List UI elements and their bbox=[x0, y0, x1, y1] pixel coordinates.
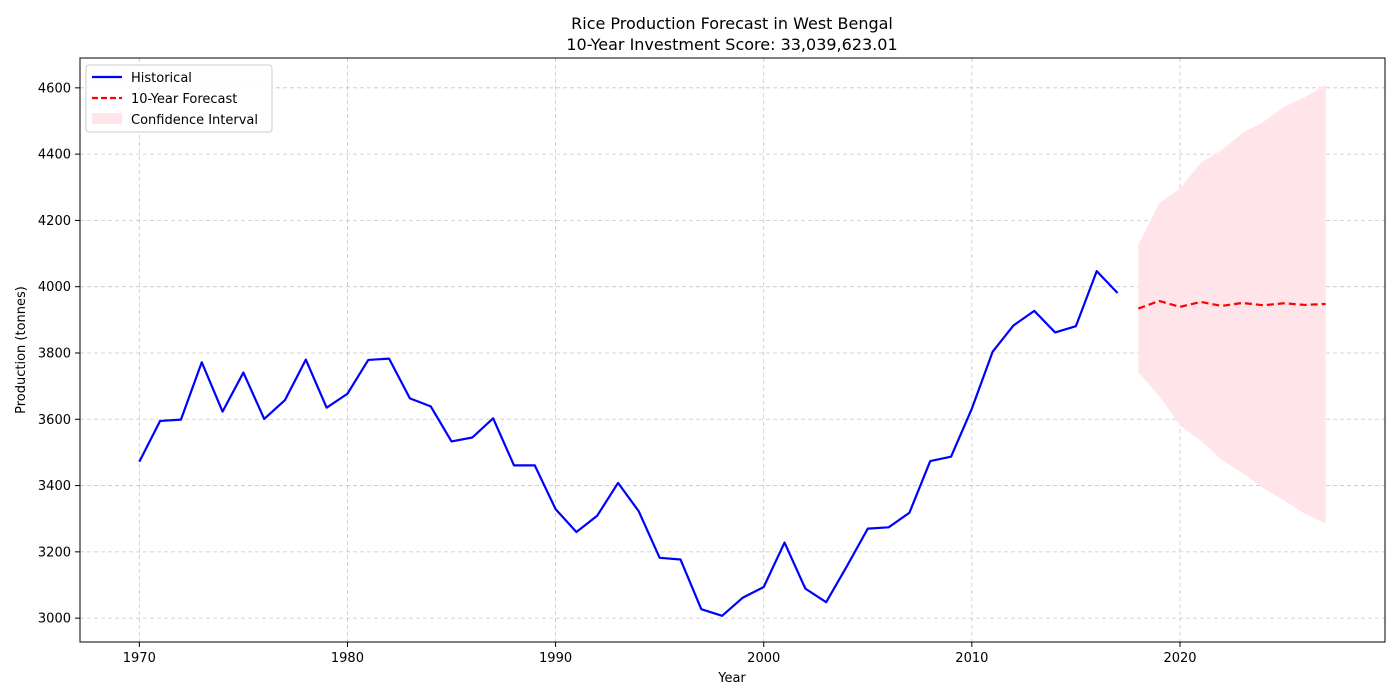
legend-label-confidence: Confidence Interval bbox=[131, 113, 258, 128]
plot-frame bbox=[79, 57, 1386, 643]
grid bbox=[80, 58, 1385, 642]
legend-label-forecast: 10-Year Forecast bbox=[131, 92, 237, 107]
x-tick-label: 1990 bbox=[539, 651, 572, 666]
series-line-forecast bbox=[1137, 299, 1326, 310]
chart-title: Rice Production Forecast in West Bengal bbox=[571, 14, 893, 33]
y-tick-label: 4200 bbox=[38, 214, 71, 229]
y-tick-label: 3600 bbox=[38, 413, 71, 428]
chart-subtitle: 10-Year Investment Score: 33,039,623.01 bbox=[566, 35, 897, 54]
y-tick-label: 3200 bbox=[38, 545, 71, 560]
series-layer bbox=[138, 270, 1326, 617]
axes bbox=[79, 57, 1386, 643]
y-tick-label: 4600 bbox=[38, 81, 71, 96]
confidence-interval-layer bbox=[1138, 84, 1326, 524]
series-line-historical bbox=[138, 270, 1119, 617]
legend: Historical 10-Year Forecast Confidence I… bbox=[85, 64, 273, 133]
x-tick-label: 2020 bbox=[1163, 651, 1196, 666]
y-tick-label: 4400 bbox=[38, 148, 71, 163]
legend-frame bbox=[85, 64, 273, 133]
y-tick-label: 3400 bbox=[38, 479, 71, 494]
tick-labels: 1970 1980 1990 2000 2010 2020 3000 3200 3400 3600… bbox=[38, 81, 1197, 666]
x-tick-label: 1980 bbox=[331, 651, 364, 666]
y-tick-label: 3800 bbox=[38, 346, 71, 361]
x-tick-label: 2000 bbox=[747, 651, 780, 666]
legend-label-historical: Historical bbox=[131, 71, 192, 86]
x-tick-label: 2010 bbox=[955, 651, 988, 666]
x-tick-label: 1970 bbox=[123, 651, 156, 666]
y-tick-label: 3000 bbox=[38, 612, 71, 627]
legend-swatch-confidence bbox=[92, 113, 122, 124]
y-axis-label: Production (tonnes) bbox=[14, 286, 29, 414]
x-axis-label: Year bbox=[717, 671, 746, 686]
confidence-interval-band bbox=[1138, 84, 1326, 524]
y-tick-label: 4000 bbox=[38, 280, 71, 295]
